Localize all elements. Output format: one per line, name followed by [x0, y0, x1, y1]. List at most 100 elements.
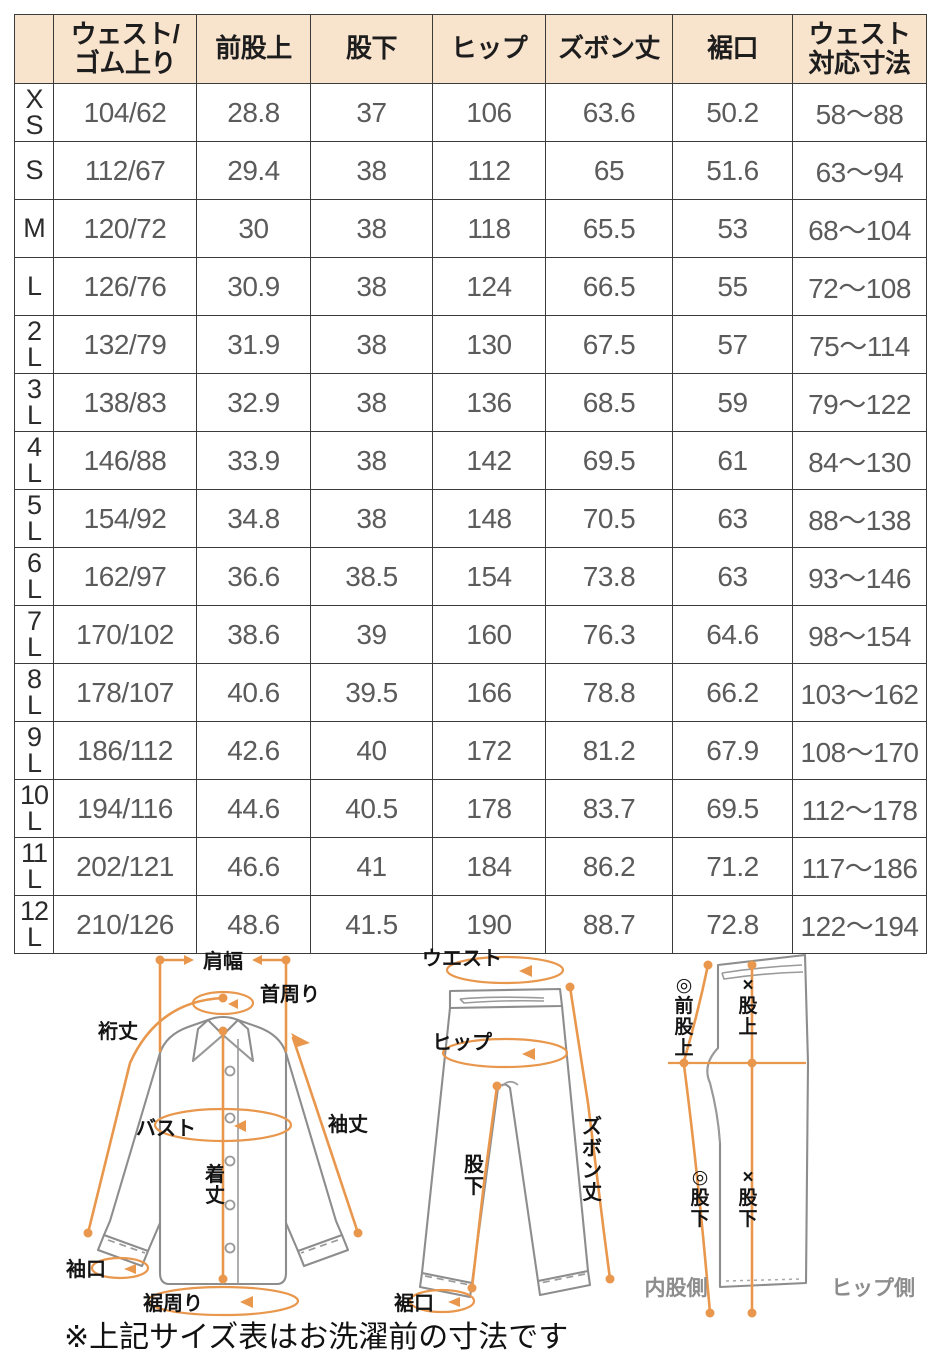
cell-waist-fit: 84〜130: [792, 431, 927, 490]
header-line-1: ウェスト/: [70, 18, 180, 49]
shirt-label-yoke-sleeve: 裄丈: [97, 1020, 138, 1043]
size-label-line-1: 6: [26, 547, 42, 578]
cell-pant-length: 65: [545, 141, 673, 200]
size-label-s: S: [14, 141, 54, 200]
cell-hip: 124: [432, 257, 546, 316]
header-hem-text: 裾口: [706, 33, 759, 64]
cell-inseam: 38: [310, 257, 433, 316]
header-cell-waist: ウェスト/ ゴム上り: [53, 14, 197, 84]
cell-pant-length: 83.7: [545, 779, 673, 838]
cell-hip: 106: [432, 83, 546, 142]
cell-hem-opening: 64.6: [672, 605, 793, 664]
cell-waist-fit: 112〜178: [792, 779, 927, 838]
header-cell-hip: ヒップ: [432, 14, 546, 84]
table-row: 7 L 170/102 38.6 39 160 76.3 64.6 98〜154: [14, 605, 927, 664]
cell-hip: 172: [432, 721, 546, 780]
table-row: 6 L 162/97 36.6 38.5 154 73.8 63 93〜146: [14, 547, 927, 606]
table-row: 2 L 132/79 31.9 38 130 67.5 57 75〜114: [14, 315, 927, 374]
cell-front-rise: 46.6: [196, 837, 311, 896]
cell-inseam: 41.5: [310, 895, 433, 954]
cell-front-rise: 38.6: [196, 605, 311, 664]
table-row: 4 L 146/88 33.9 38 142 69.5 61 84〜130: [14, 431, 927, 490]
size-label-line-1: 9: [26, 721, 42, 752]
shirt-label-shoulder: 肩幅: [203, 949, 243, 973]
table-row: 11 L 202/121 46.6 41 184 86.2 71.2 117〜186: [14, 837, 927, 896]
cell-waist-fit: 93〜146: [792, 547, 927, 606]
cell-hem-opening: 69.5: [672, 779, 793, 838]
cell-inseam: 38: [310, 489, 433, 548]
cell-hip: 142: [432, 431, 546, 490]
cell-inseam: 40: [310, 721, 433, 780]
size-label-line-1: 10: [19, 779, 49, 810]
cell-front-rise: 42.6: [196, 721, 311, 780]
pants-label-hem-opening: 裾口: [394, 1291, 434, 1315]
header-line-2: ゴム上り: [73, 48, 177, 78]
cell-pant-length: 65.5: [545, 199, 673, 258]
cell-front-rise: 48.6: [196, 895, 311, 954]
cell-pant-length: 63.6: [545, 83, 673, 142]
size-label-line-1: X: [25, 83, 43, 114]
cell-hem-opening: 66.2: [672, 663, 793, 722]
cell-waist-fit: 72〜108: [792, 257, 927, 316]
cell-waist-fit: 88〜138: [792, 489, 927, 548]
size-label-10l: 10 L: [14, 779, 54, 838]
table-row: 10 L 194/116 44.6 40.5 178 83.7 69.5 112〜178: [14, 779, 927, 838]
cell-waist-fit: 103〜162: [792, 663, 927, 722]
cell-inseam: 38.5: [310, 547, 433, 606]
size-label-line-2: L: [26, 631, 42, 662]
size-label-line-2: L: [26, 863, 42, 894]
cell-waist-fit: 63〜94: [792, 141, 927, 200]
cell-hem-opening: 57: [672, 315, 793, 374]
rise-label-inseam-ok: ◎股下: [690, 1167, 709, 1230]
cell-pant-length: 81.2: [545, 721, 673, 780]
cell-hem-opening: 53: [672, 199, 793, 258]
cell-waist: 178/107: [53, 663, 197, 722]
size-table: ウェスト/ ゴム上り 前股上 股下 ヒップ ズボン丈 裾口 ウェスト 対応寸法 …: [14, 14, 927, 954]
cell-hip: 190: [432, 895, 546, 954]
cell-waist: 112/67: [53, 141, 197, 200]
cell-waist: 146/88: [53, 431, 197, 490]
cell-hip: 112: [432, 141, 546, 200]
cell-pant-length: 78.8: [545, 663, 673, 722]
rise-label-inner-side: 内股側: [645, 1276, 708, 1300]
cell-hip: 130: [432, 315, 546, 374]
cell-hem-opening: 72.8: [672, 895, 793, 954]
size-label-line-2: L: [26, 573, 42, 604]
cell-hem-opening: 55: [672, 257, 793, 316]
size-label-11l: 11 L: [14, 837, 54, 896]
cell-waist: 120/72: [53, 199, 197, 258]
cell-waist: 162/97: [53, 547, 197, 606]
table-row: 5 L 154/92 34.8 38 148 70.5 63 88〜138: [14, 489, 927, 548]
table-row: M 120/72 30 38 118 65.5 53 68〜104: [14, 199, 927, 258]
cell-front-rise: 28.8: [196, 83, 311, 142]
pants-label-inseam: 股下: [464, 1153, 484, 1198]
size-label-line-1: S: [25, 154, 43, 185]
size-label-l: L: [14, 257, 54, 316]
cell-front-rise: 36.6: [196, 547, 311, 606]
cell-inseam: 39.5: [310, 663, 433, 722]
cell-pant-length: 86.2: [545, 837, 673, 896]
rise-label-rise-ng: ×股上: [738, 975, 757, 1038]
cell-waist: 186/112: [53, 721, 197, 780]
cell-inseam: 38: [310, 373, 433, 432]
size-label-line-2: L: [26, 747, 42, 778]
rise-label-hip-side: ヒップ側: [831, 1277, 915, 1300]
table-row: 9 L 186/112 42.6 40 172 81.2 67.9 108〜170: [14, 721, 927, 780]
shirt-label-bust: バスト: [136, 1117, 196, 1140]
cell-pant-length: 70.5: [545, 489, 673, 548]
cell-waist-fit: 117〜186: [792, 837, 927, 896]
cell-waist-fit: 75〜114: [792, 315, 927, 374]
cell-hem-opening: 63: [672, 489, 793, 548]
cell-hip: 154: [432, 547, 546, 606]
cell-pant-length: 67.5: [545, 315, 673, 374]
rise-measurement-diagram: ◎前股上 ×股上 ◎股下 ×股下 内股側 ヒップ側: [640, 943, 940, 1318]
cell-waist: 210/126: [53, 895, 197, 954]
table-header: ウェスト/ ゴム上り 前股上 股下 ヒップ ズボン丈 裾口 ウェスト 対応寸法: [14, 14, 927, 84]
cell-front-rise: 40.6: [196, 663, 311, 722]
